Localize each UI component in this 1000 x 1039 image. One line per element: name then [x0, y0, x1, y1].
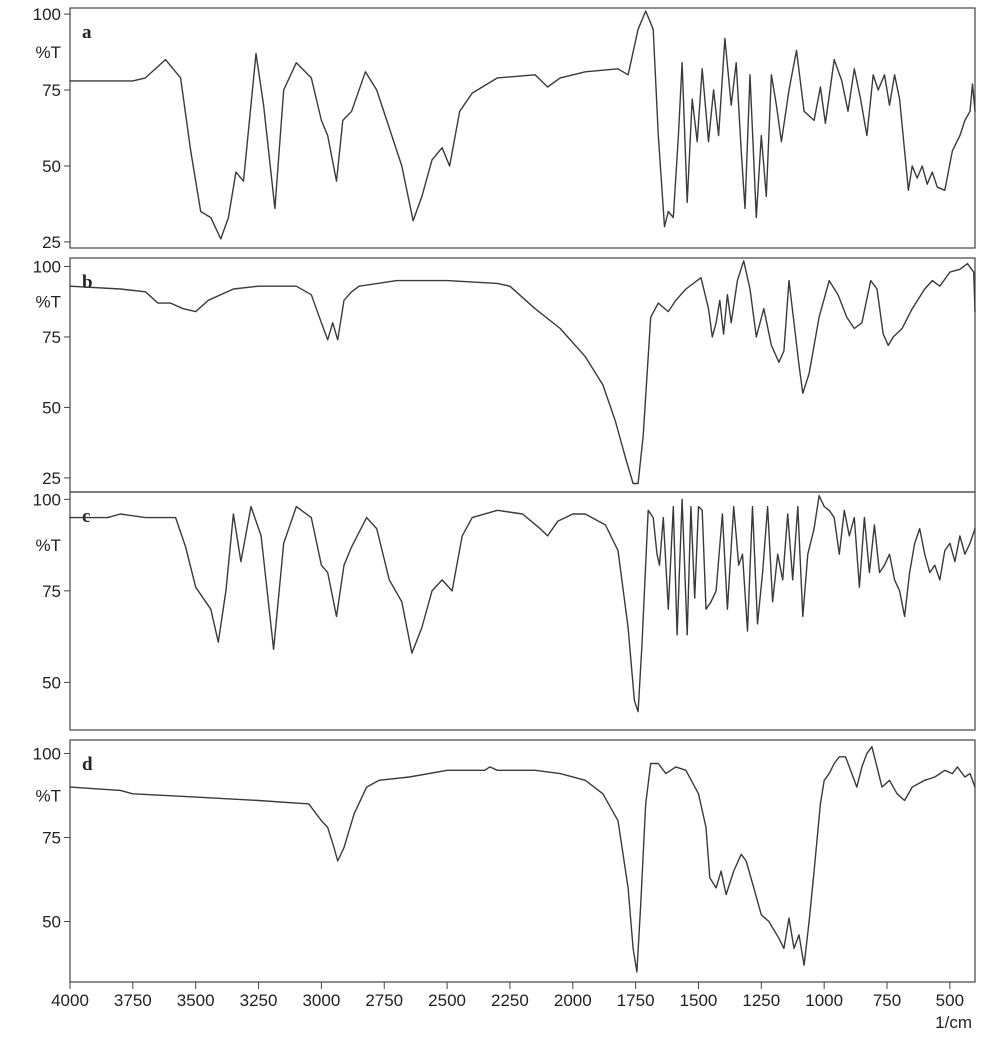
panel-a-ytick-label: 25 — [42, 233, 61, 252]
panel-a: 100 75 50 25 %T a — [33, 5, 976, 252]
x-tick-label: 1250 — [742, 991, 780, 1010]
panel-d-ytick-label: 50 — [42, 913, 61, 932]
panel-d-spectrum-line — [69, 746, 976, 973]
x-tick-label: 4000 — [51, 991, 89, 1010]
panel-c: 100 75 50 %T c — [33, 490, 976, 731]
panel-a-ytick-label: 50 — [42, 157, 61, 176]
x-tick-label: 3500 — [177, 991, 215, 1010]
panel-d-y-unit: %T — [36, 786, 62, 805]
panel-c-ytick-label: 50 — [42, 673, 61, 692]
panel-d-ytick-label: 75 — [42, 828, 61, 847]
panel-b: 100 75 50 25 %T b — [33, 257, 976, 493]
panel-a-spectrum-line — [69, 10, 976, 240]
panel-c-frame — [69, 491, 976, 731]
x-tick-label: 1000 — [805, 991, 843, 1010]
x-tick-label: 750 — [873, 991, 901, 1010]
panel-d-label: d — [82, 754, 93, 775]
panel-c-spectrum-line — [69, 495, 976, 713]
panel-a-ytick-label: 100 — [33, 5, 61, 24]
x-tick-label: 2750 — [365, 991, 403, 1010]
panel-c-ytick-label: 100 — [33, 490, 61, 509]
panel-b-y-unit: %T — [36, 293, 62, 312]
panel-a-frame — [69, 7, 976, 249]
panel-b-label: b — [82, 272, 93, 293]
x-tick-label: 2000 — [554, 991, 592, 1010]
x-tick-label: 500 — [936, 991, 964, 1010]
x-tick-label: 3750 — [114, 991, 152, 1010]
panel-a-ytick-label: 75 — [42, 81, 61, 100]
x-tick-label: 3000 — [302, 991, 340, 1010]
panel-a-y-unit: %T — [36, 43, 62, 62]
x-tick-label: 2500 — [428, 991, 466, 1010]
panel-b-ytick-label: 25 — [42, 469, 61, 488]
x-tick-label: 3250 — [240, 991, 278, 1010]
x-tick-label: 1750 — [617, 991, 655, 1010]
panel-a-label: a — [82, 22, 92, 43]
panel-d-frame — [69, 739, 976, 983]
panel-b-frame — [69, 257, 976, 493]
x-axis-unit: 1/cm — [935, 1013, 972, 1032]
panel-d-ytick-label: 100 — [33, 744, 61, 763]
x-tick-label: 1500 — [680, 991, 718, 1010]
panel-b-ytick-label: 100 — [33, 257, 61, 276]
panel-b-ytick-label: 50 — [42, 398, 61, 417]
panel-b-ytick-label: 75 — [42, 328, 61, 347]
panel-c-y-unit: %T — [36, 536, 62, 555]
panel-b-spectrum-line — [69, 260, 976, 485]
x-tick-label: 2250 — [491, 991, 529, 1010]
panel-d: 100 75 50 %T d — [33, 739, 976, 983]
panel-c-label: c — [82, 506, 90, 527]
panel-c-ytick-label: 75 — [42, 582, 61, 601]
